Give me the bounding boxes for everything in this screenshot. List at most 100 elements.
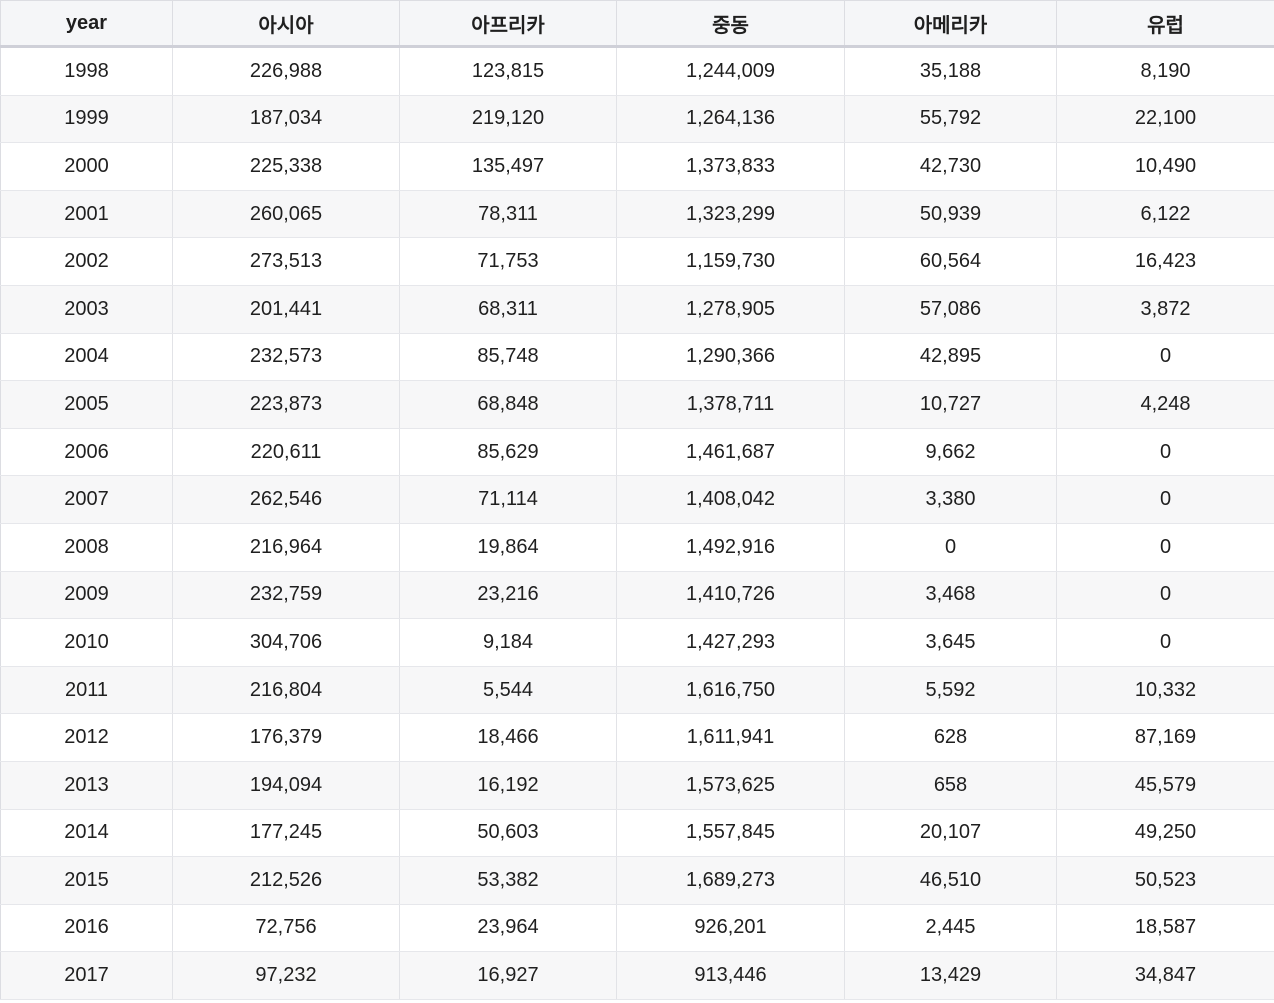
table-cell-americas: 50,939: [844, 190, 1057, 239]
table-cell-europe: 0: [1056, 428, 1274, 477]
table-cell-europe: 34,847: [1056, 951, 1274, 1000]
table-cell-americas: 46,510: [844, 856, 1057, 905]
table-row: 2012 176,379 18,466 1,611,941 628 87,169: [0, 713, 1274, 762]
table-cell-middle-east: 1,557,845: [616, 809, 845, 858]
column-header-middle-east[interactable]: 중동: [616, 0, 845, 48]
table-cell-europe: 18,587: [1056, 904, 1274, 953]
table-row: 2006 220,611 85,629 1,461,687 9,662 0: [0, 428, 1274, 477]
table-cell-europe: 49,250: [1056, 809, 1274, 858]
table-cell-year: 2002: [0, 237, 173, 286]
table-cell-europe: 10,490: [1056, 142, 1274, 191]
table-cell-americas: 2,445: [844, 904, 1057, 953]
table-cell-europe: 45,579: [1056, 761, 1274, 810]
table-cell-middle-east: 1,492,916: [616, 523, 845, 572]
table-cell-asia: 201,441: [172, 285, 400, 334]
column-header-asia[interactable]: 아시아: [172, 0, 400, 48]
table-cell-asia: 97,232: [172, 951, 400, 1000]
table-cell-americas: 10,727: [844, 380, 1057, 429]
table-cell-year: 1999: [0, 95, 173, 144]
table-header: year 아시아 아프리카 중동 아메리카 유럽: [0, 0, 1274, 48]
table-cell-year: 2010: [0, 618, 173, 667]
table-cell-africa: 68,848: [399, 380, 617, 429]
table-cell-year: 2016: [0, 904, 173, 953]
table-cell-asia: 187,034: [172, 95, 400, 144]
table-cell-europe: 22,100: [1056, 95, 1274, 144]
table-cell-asia: 216,964: [172, 523, 400, 572]
table-row: 2009 232,759 23,216 1,410,726 3,468 0: [0, 571, 1274, 620]
column-header-europe[interactable]: 유럽: [1056, 0, 1274, 48]
table-cell-year: 2009: [0, 571, 173, 620]
table-cell-middle-east: 1,689,273: [616, 856, 845, 905]
table-cell-asia: 176,379: [172, 713, 400, 762]
table-cell-asia: 273,513: [172, 237, 400, 286]
table-row: 2016 72,756 23,964 926,201 2,445 18,587: [0, 904, 1274, 953]
table-cell-americas: 57,086: [844, 285, 1057, 334]
table-cell-americas: 5,592: [844, 666, 1057, 715]
table-cell-africa: 19,864: [399, 523, 617, 572]
table-cell-asia: 304,706: [172, 618, 400, 667]
table-cell-americas: 55,792: [844, 95, 1057, 144]
table-row: 2004 232,573 85,748 1,290,366 42,895 0: [0, 333, 1274, 382]
column-header-africa[interactable]: 아프리카: [399, 0, 617, 48]
table-cell-africa: 85,629: [399, 428, 617, 477]
table-cell-africa: 9,184: [399, 618, 617, 667]
table-cell-africa: 23,216: [399, 571, 617, 620]
table-cell-africa: 71,114: [399, 475, 617, 524]
table-cell-africa: 5,544: [399, 666, 617, 715]
table-cell-middle-east: 1,573,625: [616, 761, 845, 810]
table-cell-middle-east: 1,410,726: [616, 571, 845, 620]
table-cell-year: 2006: [0, 428, 173, 477]
table-row: 2005 223,873 68,848 1,378,711 10,727 4,248: [0, 380, 1274, 429]
table-cell-year: 2007: [0, 475, 173, 524]
table-row: 2001 260,065 78,311 1,323,299 50,939 6,122: [0, 190, 1274, 239]
table-cell-middle-east: 1,244,009: [616, 46, 845, 96]
table-cell-middle-east: 1,427,293: [616, 618, 845, 667]
table-cell-africa: 23,964: [399, 904, 617, 953]
table-cell-middle-east: 1,290,366: [616, 333, 845, 382]
table-cell-year: 2008: [0, 523, 173, 572]
table-cell-year: 2005: [0, 380, 173, 429]
table-cell-africa: 85,748: [399, 333, 617, 382]
table-cell-middle-east: 1,611,941: [616, 713, 845, 762]
table-cell-americas: 3,468: [844, 571, 1057, 620]
table-row: 2010 304,706 9,184 1,427,293 3,645 0: [0, 618, 1274, 667]
table-cell-middle-east: 913,446: [616, 951, 845, 1000]
table-cell-asia: 260,065: [172, 190, 400, 239]
table-cell-europe: 0: [1056, 333, 1274, 382]
table-cell-middle-east: 1,408,042: [616, 475, 845, 524]
table-cell-asia: 225,338: [172, 142, 400, 191]
table-cell-year: 2000: [0, 142, 173, 191]
table-row: 2003 201,441 68,311 1,278,905 57,086 3,872: [0, 285, 1274, 334]
table-cell-asia: 177,245: [172, 809, 400, 858]
table-cell-europe: 3,872: [1056, 285, 1274, 334]
table-cell-middle-east: 1,278,905: [616, 285, 845, 334]
table-cell-americas: 13,429: [844, 951, 1057, 1000]
table-cell-asia: 232,759: [172, 571, 400, 620]
table-cell-americas: 628: [844, 713, 1057, 762]
table-row: 2013 194,094 16,192 1,573,625 658 45,579: [0, 761, 1274, 810]
table-row: 2008 216,964 19,864 1,492,916 0 0: [0, 523, 1274, 572]
table-row: 2007 262,546 71,114 1,408,042 3,380 0: [0, 475, 1274, 524]
table-cell-middle-east: 1,616,750: [616, 666, 845, 715]
table-row: 2011 216,804 5,544 1,616,750 5,592 10,332: [0, 666, 1274, 715]
table-cell-africa: 135,497: [399, 142, 617, 191]
column-header-year[interactable]: year: [0, 0, 173, 48]
table-cell-americas: 60,564: [844, 237, 1057, 286]
table-row: 2015 212,526 53,382 1,689,273 46,510 50,523: [0, 856, 1274, 905]
table-cell-europe: 0: [1056, 571, 1274, 620]
table-cell-americas: 3,380: [844, 475, 1057, 524]
table-cell-europe: 0: [1056, 523, 1274, 572]
table-cell-europe: 4,248: [1056, 380, 1274, 429]
table-body: 1998 226,988 123,815 1,244,009 35,188 8,190 19…: [0, 46, 1274, 1000]
table-cell-americas: 0: [844, 523, 1057, 572]
table-cell-middle-east: 1,378,711: [616, 380, 845, 429]
table-cell-africa: 68,311: [399, 285, 617, 334]
table-cell-asia: 216,804: [172, 666, 400, 715]
table-cell-middle-east: 1,461,687: [616, 428, 845, 477]
table-cell-year: 2003: [0, 285, 173, 334]
column-header-americas[interactable]: 아메리카: [844, 0, 1057, 48]
table-cell-africa: 18,466: [399, 713, 617, 762]
table-cell-asia: 212,526: [172, 856, 400, 905]
table-cell-asia: 226,988: [172, 46, 400, 96]
